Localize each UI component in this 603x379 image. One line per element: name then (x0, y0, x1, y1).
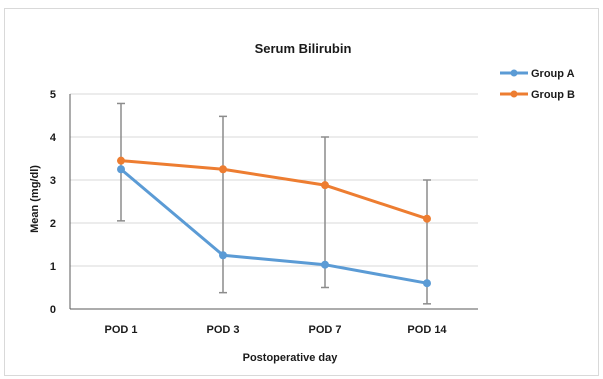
legend-label: Group B (531, 89, 575, 101)
y-tick-labels: 0 1 2 3 4 5 (50, 89, 57, 316)
data-point (321, 260, 329, 269)
series-lines (117, 156, 431, 288)
legend-marker (510, 69, 518, 77)
y-tick-label: 1 (50, 261, 56, 273)
y-tick-label: 3 (50, 175, 56, 187)
series-line-group-b (120, 159, 428, 221)
x-tick-label: POD 3 (206, 324, 239, 336)
x-tick-labels: POD 1 POD 3 POD 7 POD 14 (104, 324, 447, 336)
data-point (219, 251, 227, 260)
chart-frame (4, 8, 599, 376)
data-point (219, 165, 227, 174)
series-line-group-a (120, 168, 428, 285)
data-point (423, 214, 431, 223)
data-point (423, 279, 431, 288)
y-axis-label: Mean (mg/dl) (29, 165, 41, 233)
y-tick-label: 5 (50, 89, 56, 101)
y-tick-label: 0 (50, 304, 56, 316)
x-tick-label: POD 14 (407, 324, 447, 336)
x-tick-label: POD 1 (104, 324, 137, 336)
data-point (321, 181, 329, 190)
legend-label: Group A (531, 68, 575, 80)
x-tick-label: POD 7 (308, 324, 341, 336)
legend-marker (510, 90, 518, 98)
data-point (117, 156, 125, 165)
grid-lines (69, 93, 478, 310)
legend: Group A Group B (500, 68, 575, 101)
data-point (117, 165, 125, 174)
x-axis-label: Postoperative day (243, 352, 339, 364)
y-tick-label: 4 (50, 132, 57, 144)
y-tick-label: 2 (50, 218, 56, 230)
chart-title: Serum Bilirubin (255, 41, 352, 56)
